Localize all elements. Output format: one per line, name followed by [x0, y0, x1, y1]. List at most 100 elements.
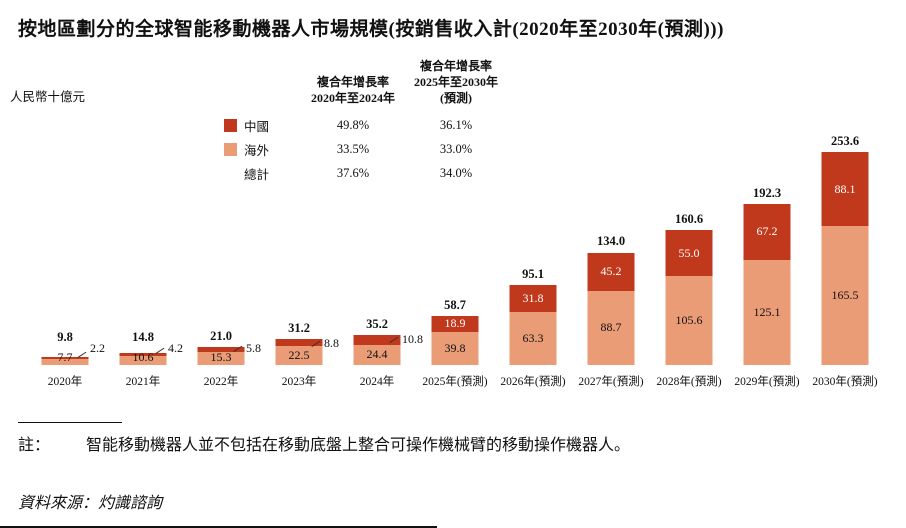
total-value-label: 58.7 [444, 297, 466, 312]
cagr-header-2025-2030: 複合年增長率 2025年至2030年 (預測) [404, 58, 508, 113]
stacked-bar [509, 285, 557, 365]
total-value-label: 134.0 [596, 234, 626, 249]
total-value-label: 31.2 [288, 320, 310, 335]
china-value-label: 45.2 [600, 264, 622, 278]
cagr-value: 37.6% [336, 166, 370, 180]
bar-segment-china [275, 338, 323, 347]
bar-segment-china [743, 203, 791, 260]
total-value-label: 35.2 [366, 317, 388, 332]
legend-item-total: 總計 [210, 161, 302, 185]
total-value-label: 95.1 [522, 267, 544, 282]
bar-segment-overseas [197, 352, 245, 365]
bar-group-2022年: 21.0 15.3 5.8 2022年 [182, 131, 261, 388]
bar-segment-overseas [119, 356, 167, 365]
stacked-bar [743, 203, 791, 365]
bar-group-2024年: 35.2 24.4 10.8 2024年 [338, 131, 423, 388]
overseas-value-label: 125.1 [753, 305, 781, 319]
legend-label-china: 中國 [244, 119, 270, 134]
cagr-header-line: 複合年增長率 [316, 75, 389, 89]
cagr-value: 33.5% [336, 142, 370, 156]
bar-group-2028年(預測): 160.6 105.6 55.0 2028年(預測) [650, 131, 728, 388]
x-axis-label: 2025年(預測) [422, 376, 488, 388]
bar-segment-overseas [743, 259, 791, 365]
bar-segment-china [587, 252, 635, 291]
stacked-bar [41, 356, 89, 365]
china-value-label: 88.1 [834, 181, 856, 196]
x-axis-label: 2020年 [47, 376, 83, 388]
china-value-label: 2.2 [90, 341, 105, 355]
overseas-value-label: 63.3 [522, 330, 544, 345]
total-value-label: 21.0 [210, 329, 232, 344]
bar-group-2026年(預測): 95.1 63.3 31.8 2026年(預測) [494, 131, 572, 388]
footnote-text: 智能移動機器人並不包括在移動底盤上整合可操作機械臂的移動操作機器人。 [86, 437, 631, 454]
overseas-value-label: 10.6 [132, 350, 154, 364]
overseas-value-label: 15.3 [210, 350, 232, 364]
page-title: 按地區劃分的全球智能移動機器人市場規模(按銷售收入計(2020年至2030年(預… [18, 19, 724, 40]
bar-group-2027年(預測): 134.0 88.7 45.2 2027年(預測) [572, 131, 650, 388]
x-axis-label: 2027年(預測) [578, 376, 644, 388]
overseas-value-label: 165.5 [831, 288, 859, 302]
stacked-bar [197, 347, 245, 365]
bar-segment-overseas [275, 346, 323, 365]
bar-segment-china [353, 335, 401, 345]
cagr-legend-table: 複合年增長率 2020年至2024年 複合年增長率 2025年至2030年 (預… [210, 58, 508, 185]
china-value-label: 10.8 [402, 332, 423, 347]
bar-segment-china [197, 347, 245, 353]
cagr-value: 34.0% [439, 166, 473, 180]
cagr-header-line: 2020年至2024年 [310, 91, 395, 105]
overseas-value-label: 22.5 [288, 348, 310, 363]
overseas-value-label: 105.6 [675, 313, 703, 328]
bar-group-2023年: 31.2 22.5 8.8 2023年 [260, 131, 339, 388]
bar-group-2021年: 14.8 10.6 4.2 2021年 [104, 131, 183, 388]
bar-segment-overseas [821, 226, 869, 365]
stacked-bar [353, 335, 401, 365]
bar-group-2029年(預測): 192.3 125.1 67.2 2029年(預測) [728, 131, 806, 388]
stacked-bar [431, 315, 479, 365]
bar-segment-china [41, 356, 89, 359]
bar-segment-china [431, 315, 479, 332]
bar-segment-overseas [353, 344, 401, 365]
footnote-label: 註： [18, 437, 51, 454]
bar-group-2020年: 9.8 7.7 2.2 2020年 [26, 131, 105, 388]
cagr-value: 36.1% [439, 118, 473, 132]
total-value-label: 160.6 [674, 212, 704, 227]
legend-label-overseas: 海外 [244, 143, 270, 158]
footnote-rule [18, 422, 122, 423]
china-value-label: 18.9 [444, 316, 466, 331]
overseas-legend-swatch [224, 142, 237, 156]
china-value-label: 31.8 [522, 291, 544, 305]
x-axis-label: 2030年(預測) [812, 376, 878, 388]
cagr-value: 33.0% [439, 142, 473, 156]
y-axis-unit-label: 人民幣十億元 [10, 90, 86, 104]
bar-segment-overseas [587, 290, 635, 365]
bar-segment-china [119, 352, 167, 357]
stacked-bar [821, 152, 869, 365]
china-legend-swatch [224, 118, 237, 132]
bar-segment-overseas [431, 331, 479, 365]
overseas-value-label: 24.4 [366, 347, 388, 362]
stacked-bar [275, 338, 323, 365]
total-value-label: 9.8 [57, 330, 73, 344]
total-value-label: 14.8 [132, 330, 154, 344]
overseas-value-label: 88.7 [600, 320, 622, 335]
overseas-value-label: 39.8 [444, 340, 466, 355]
source-line: 資料來源：灼識諮詢 [18, 495, 163, 512]
bar-segment-overseas [41, 358, 89, 365]
overseas-value-label: 7.7 [57, 350, 73, 364]
x-axis-label: 2029年(預測) [734, 376, 800, 388]
x-axis-label: 2023年 [281, 376, 317, 388]
stacked-bar [665, 230, 713, 365]
cagr-header-line: 複合年增長率 [419, 59, 492, 73]
cagr-header-2020-2024: 複合年增長率 2020年至2024年 [302, 74, 404, 113]
x-axis-label: 2028年(預測) [656, 376, 722, 388]
bar-group-2030年(預測): 253.6 165.5 88.1 2030年(預測) [806, 131, 884, 389]
china-value-label: 8.8 [324, 335, 339, 350]
stacked-bar [119, 352, 167, 365]
bar-group-2025年(預測): 58.7 39.8 18.9 2025年(預測) [416, 131, 494, 388]
total-value-label: 253.6 [830, 134, 860, 148]
page-bottom-rule [0, 526, 437, 528]
stacked-bar-chart: 9.8 7.7 2.2 2020年 14.8 10.6 4.2 2021年 21.0 15.3 5.… [26, 131, 884, 389]
bar-segment-china [665, 230, 713, 277]
china-value-label: 67.2 [756, 224, 778, 239]
